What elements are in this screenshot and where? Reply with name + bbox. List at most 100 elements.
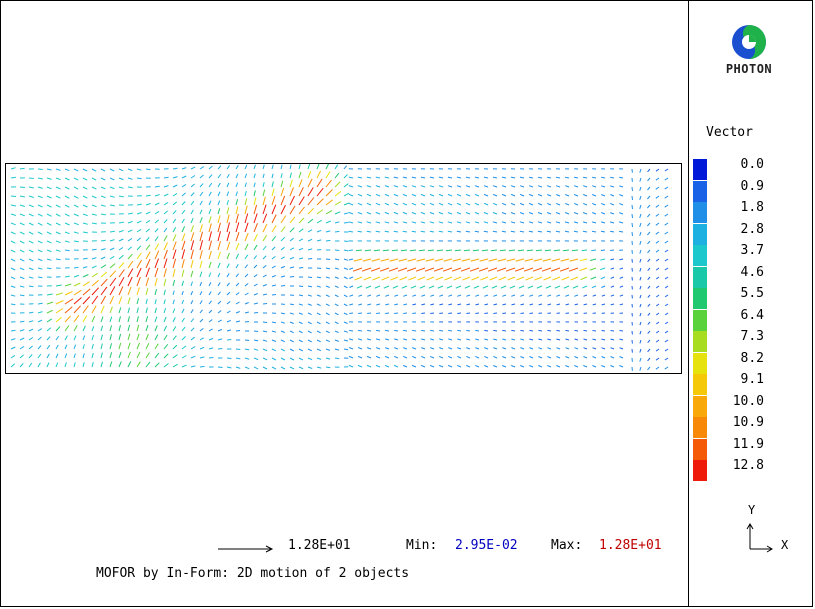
vector-arrow	[127, 324, 131, 332]
vector-arrow	[55, 168, 61, 171]
vector-arrow	[393, 211, 399, 215]
vector-arrow	[552, 276, 561, 281]
vector-arrow	[253, 366, 259, 370]
vector-arrow	[307, 258, 313, 260]
vector-arrow	[190, 209, 194, 215]
vector-arrow	[357, 347, 363, 350]
vector-arrow	[226, 291, 231, 296]
vector-arrow	[172, 218, 177, 224]
vector-arrow	[447, 364, 453, 368]
vector-arrow	[91, 315, 96, 323]
vector-arrow	[538, 347, 543, 350]
vector-arrow	[217, 348, 223, 350]
vector-arrow	[429, 211, 435, 215]
vector-arrow	[619, 212, 624, 215]
vector-arrow	[82, 315, 88, 323]
vector-arrow	[555, 176, 561, 179]
vector-arrow	[73, 314, 80, 323]
vector-arrow	[375, 176, 381, 179]
vector-arrow	[55, 353, 59, 359]
vector-arrow	[574, 365, 579, 368]
vector-arrow	[127, 351, 131, 359]
vector-arrow	[244, 292, 249, 296]
vector-field-plot	[5, 163, 682, 374]
vector-arrow	[444, 276, 453, 281]
vector-arrow	[46, 267, 52, 270]
vector-arrow	[411, 193, 417, 197]
vector-arrow	[64, 249, 70, 252]
vector-arrow	[366, 211, 372, 215]
vector-arrow	[412, 329, 417, 332]
vector-arrow	[163, 299, 166, 305]
legend-row: 12.8	[692, 458, 802, 481]
vector-arrow	[244, 302, 249, 305]
vector-arrow	[208, 282, 212, 287]
vector-arrow	[520, 365, 525, 368]
vector-arrow	[127, 186, 133, 189]
vector-arrow	[226, 252, 230, 260]
vector-arrow	[488, 258, 498, 262]
vector-arrow	[569, 258, 579, 262]
vector-arrow	[358, 294, 363, 297]
vector-arrow	[289, 357, 295, 361]
vector-arrow	[127, 221, 133, 224]
vector-arrow	[190, 318, 195, 323]
vector-arrow	[289, 330, 294, 334]
vector-arrow	[235, 182, 239, 188]
vector-arrow	[145, 288, 149, 296]
vector-arrow	[91, 305, 97, 314]
vector-arrow	[428, 285, 435, 289]
vector-arrow	[37, 186, 43, 189]
vector-arrow	[664, 366, 669, 370]
vector-arrow	[253, 190, 256, 197]
vector-arrow	[199, 217, 203, 224]
vector-arrow	[529, 365, 534, 368]
vector-arrow	[520, 294, 525, 297]
vector-arrow	[475, 347, 480, 350]
vector-arrow	[610, 294, 615, 297]
vector-arrow	[28, 204, 34, 208]
vector-arrow	[655, 267, 660, 271]
vector-arrow	[289, 256, 295, 260]
vector-arrow	[82, 305, 89, 314]
vector-arrow	[235, 292, 240, 296]
vector-arrow	[118, 254, 124, 260]
vector-arrow	[403, 347, 408, 350]
vector-arrow	[226, 214, 230, 224]
vector-arrow	[73, 325, 78, 332]
vector-arrow	[547, 365, 552, 368]
vector-arrow	[163, 242, 168, 251]
vector-arrow	[28, 276, 34, 279]
vector-arrow	[316, 285, 321, 288]
vector-arrow	[382, 249, 390, 252]
vector-arrow	[226, 310, 231, 314]
vector-arrow	[37, 345, 42, 350]
vector-arrow	[465, 193, 471, 197]
vector-arrow	[325, 348, 331, 351]
vector-arrow	[55, 336, 60, 341]
vector-arrow	[639, 258, 642, 263]
vector-arrow	[163, 258, 168, 269]
vector-arrow	[393, 364, 399, 368]
vector-arrow	[163, 268, 167, 278]
vector-arrow	[19, 285, 25, 288]
vector-arrow	[601, 202, 606, 206]
vector-arrow	[73, 266, 79, 269]
vector-arrow	[484, 355, 489, 359]
vector-arrow	[385, 347, 390, 350]
vector-arrow	[479, 258, 489, 262]
vector-arrow	[136, 287, 140, 296]
vector-arrow	[271, 246, 276, 251]
vector-arrow	[109, 325, 112, 332]
vector-arrow	[208, 208, 212, 215]
vector-arrow	[375, 338, 381, 341]
vector-arrow	[307, 229, 313, 233]
vector-arrow	[656, 312, 660, 316]
vector-arrow	[600, 258, 606, 261]
vector-arrow	[244, 232, 249, 242]
vector-arrow	[647, 303, 651, 307]
vector-arrow	[298, 366, 304, 370]
vector-arrow	[46, 301, 54, 305]
vector-arrow	[478, 267, 489, 272]
vector-arrow	[365, 285, 372, 289]
